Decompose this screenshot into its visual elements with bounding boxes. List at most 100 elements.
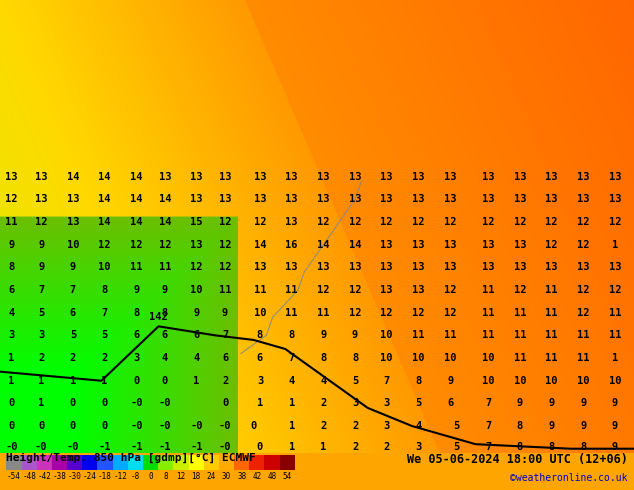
Text: 10: 10 — [67, 240, 79, 250]
Text: 38: 38 — [237, 472, 246, 481]
Text: 1: 1 — [612, 353, 618, 363]
Text: 0: 0 — [133, 376, 139, 386]
Text: 9: 9 — [612, 398, 618, 408]
Text: -42: -42 — [37, 472, 51, 481]
Text: 18: 18 — [191, 472, 201, 481]
Text: 9: 9 — [548, 421, 555, 431]
Text: 12: 12 — [577, 240, 590, 250]
Text: 13: 13 — [577, 263, 590, 272]
Text: 13: 13 — [285, 263, 298, 272]
Text: 12: 12 — [317, 285, 330, 295]
Text: 0: 0 — [8, 421, 15, 431]
Text: 13: 13 — [444, 263, 456, 272]
Text: 9: 9 — [38, 240, 44, 250]
Text: 8: 8 — [548, 442, 555, 452]
Text: 13: 13 — [67, 195, 79, 204]
Text: 13: 13 — [412, 172, 425, 182]
Text: 13: 13 — [444, 240, 456, 250]
Text: 3: 3 — [38, 330, 44, 341]
Text: 12: 12 — [609, 217, 621, 227]
Text: 12: 12 — [349, 308, 361, 318]
Text: 10: 10 — [482, 376, 495, 386]
Text: 13: 13 — [380, 195, 393, 204]
Text: 3: 3 — [133, 353, 139, 363]
Text: -12: -12 — [113, 472, 127, 481]
Text: 1: 1 — [38, 398, 44, 408]
Text: 6: 6 — [133, 330, 139, 341]
Text: 11: 11 — [482, 330, 495, 341]
Text: 5: 5 — [352, 376, 358, 386]
Text: 54: 54 — [283, 472, 292, 481]
Text: 12: 12 — [219, 217, 231, 227]
Text: 2: 2 — [320, 421, 327, 431]
Text: 13: 13 — [35, 195, 48, 204]
Text: 9: 9 — [580, 398, 586, 408]
Text: 13: 13 — [380, 172, 393, 182]
Text: 2: 2 — [320, 398, 327, 408]
Text: 14: 14 — [67, 172, 79, 182]
Text: 11: 11 — [317, 308, 330, 318]
Text: -30: -30 — [68, 472, 82, 481]
Text: 13: 13 — [482, 195, 495, 204]
Text: -48: -48 — [22, 472, 36, 481]
Text: 0: 0 — [70, 398, 76, 408]
Text: -0: -0 — [219, 442, 231, 452]
Bar — [67, 455, 82, 470]
Bar — [113, 455, 128, 470]
Text: 12: 12 — [190, 263, 203, 272]
Text: 2: 2 — [352, 421, 358, 431]
Bar — [37, 455, 52, 470]
Text: 7: 7 — [222, 330, 228, 341]
Text: 12: 12 — [349, 285, 361, 295]
Text: 9: 9 — [222, 308, 228, 318]
Text: 14: 14 — [98, 172, 111, 182]
Text: 13: 13 — [609, 172, 621, 182]
Text: 7: 7 — [70, 285, 76, 295]
Text: 6: 6 — [162, 330, 168, 341]
Text: 9: 9 — [8, 240, 15, 250]
Text: 11: 11 — [482, 308, 495, 318]
Text: 13: 13 — [444, 195, 456, 204]
Text: 9: 9 — [447, 376, 453, 386]
Text: -0: -0 — [190, 421, 203, 431]
Text: 13: 13 — [412, 285, 425, 295]
Text: 7: 7 — [485, 421, 491, 431]
Text: 13: 13 — [412, 195, 425, 204]
Text: 13: 13 — [35, 172, 48, 182]
Text: 13: 13 — [609, 263, 621, 272]
Text: 12: 12 — [158, 240, 171, 250]
Text: -0: -0 — [158, 421, 171, 431]
Text: 13: 13 — [190, 195, 203, 204]
Text: 0: 0 — [101, 421, 108, 431]
Text: -1: -1 — [98, 442, 111, 452]
Bar — [249, 455, 264, 470]
Text: 10: 10 — [190, 285, 203, 295]
Bar — [22, 455, 37, 470]
Text: 14: 14 — [98, 195, 111, 204]
Text: 14: 14 — [158, 195, 171, 204]
Text: 13: 13 — [545, 263, 558, 272]
Text: 1: 1 — [8, 376, 15, 386]
Text: 12: 12 — [98, 240, 111, 250]
Bar — [143, 455, 158, 470]
Text: 8: 8 — [352, 353, 358, 363]
Text: 7: 7 — [288, 353, 295, 363]
Text: 13: 13 — [577, 195, 590, 204]
Text: 12: 12 — [254, 217, 266, 227]
Text: 13: 13 — [412, 263, 425, 272]
Text: 12: 12 — [577, 285, 590, 295]
Text: 11: 11 — [285, 285, 298, 295]
Text: 13: 13 — [577, 172, 590, 182]
Text: -0: -0 — [130, 398, 143, 408]
Text: 0: 0 — [222, 398, 228, 408]
Text: 11: 11 — [130, 263, 143, 272]
Bar — [280, 455, 295, 470]
Text: 9: 9 — [38, 263, 44, 272]
Text: 7: 7 — [38, 285, 44, 295]
Text: 5: 5 — [415, 398, 422, 408]
Text: 1: 1 — [38, 376, 44, 386]
Text: 11: 11 — [514, 330, 526, 341]
Text: 13: 13 — [609, 195, 621, 204]
Bar — [82, 455, 98, 470]
Text: 8: 8 — [517, 442, 523, 452]
